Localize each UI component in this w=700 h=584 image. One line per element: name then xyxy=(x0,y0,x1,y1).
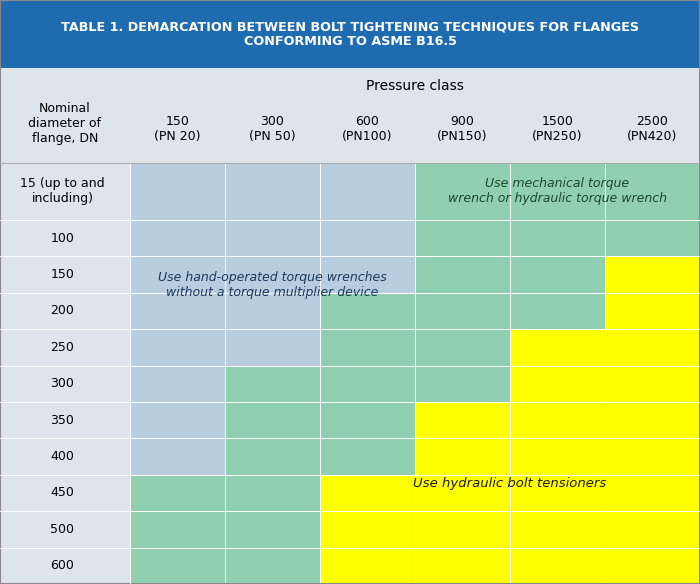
Bar xyxy=(320,439,415,475)
Bar xyxy=(510,256,605,293)
Bar xyxy=(320,511,415,548)
Text: Nominal
diameter of
flange, DN: Nominal diameter of flange, DN xyxy=(29,102,101,145)
Bar xyxy=(130,475,225,511)
Bar xyxy=(605,163,700,220)
Bar xyxy=(320,329,415,366)
Bar xyxy=(510,548,605,584)
Bar xyxy=(225,220,320,256)
Bar xyxy=(510,220,605,256)
Text: 350: 350 xyxy=(50,413,74,427)
Bar xyxy=(130,163,225,220)
Text: 300: 300 xyxy=(50,377,74,390)
Bar xyxy=(605,366,700,402)
Bar xyxy=(130,548,225,584)
Bar xyxy=(510,293,605,329)
Bar xyxy=(510,163,605,220)
Bar xyxy=(130,256,225,293)
Bar xyxy=(225,439,320,475)
Bar xyxy=(605,548,700,584)
Bar xyxy=(510,439,605,475)
Bar xyxy=(0,68,700,163)
Text: Use hand-operated torque wrenches
without a torque multiplier device: Use hand-operated torque wrenches withou… xyxy=(158,272,387,300)
Text: 400: 400 xyxy=(50,450,74,463)
Bar xyxy=(0,0,700,68)
Bar xyxy=(415,220,510,256)
Bar xyxy=(415,475,510,511)
Bar xyxy=(510,475,605,511)
Bar xyxy=(225,475,320,511)
Bar xyxy=(415,439,510,475)
Bar xyxy=(130,439,225,475)
Bar xyxy=(225,329,320,366)
Text: 600: 600 xyxy=(50,559,74,572)
Bar xyxy=(130,293,225,329)
Bar xyxy=(130,220,225,256)
Bar xyxy=(225,366,320,402)
Bar xyxy=(320,475,415,511)
Bar xyxy=(225,163,320,220)
Text: 500: 500 xyxy=(50,523,74,536)
Bar xyxy=(320,402,415,439)
Bar xyxy=(605,329,700,366)
Text: 600
(PN100): 600 (PN100) xyxy=(342,115,393,143)
Bar xyxy=(415,402,510,439)
Bar xyxy=(130,511,225,548)
Bar xyxy=(225,293,320,329)
Text: 150
(PN 20): 150 (PN 20) xyxy=(154,115,201,143)
Bar xyxy=(320,163,415,220)
Text: Use mechanical torque
wrench or hydraulic torque wrench: Use mechanical torque wrench or hydrauli… xyxy=(448,178,667,206)
Bar xyxy=(605,511,700,548)
Bar xyxy=(605,475,700,511)
Bar xyxy=(415,511,510,548)
Bar xyxy=(415,163,510,220)
Bar xyxy=(225,256,320,293)
Bar xyxy=(415,256,510,293)
Bar xyxy=(130,366,225,402)
Bar xyxy=(605,439,700,475)
Bar xyxy=(320,256,415,293)
Text: Use hydraulic bolt tensioners: Use hydraulic bolt tensioners xyxy=(414,477,607,491)
Bar xyxy=(415,293,510,329)
Bar xyxy=(225,511,320,548)
Bar xyxy=(0,163,130,584)
Bar xyxy=(605,256,700,293)
Bar xyxy=(415,548,510,584)
Bar xyxy=(415,329,510,366)
Bar xyxy=(320,366,415,402)
Bar xyxy=(510,329,605,366)
Bar xyxy=(510,366,605,402)
Text: 150: 150 xyxy=(50,268,74,281)
Bar xyxy=(605,293,700,329)
Text: 200: 200 xyxy=(50,304,74,317)
Bar xyxy=(320,293,415,329)
Text: 100: 100 xyxy=(50,231,74,245)
Text: Pressure class: Pressure class xyxy=(366,79,464,93)
Bar xyxy=(605,402,700,439)
Bar xyxy=(130,402,225,439)
Text: 300
(PN 50): 300 (PN 50) xyxy=(249,115,296,143)
Text: 900
(PN150): 900 (PN150) xyxy=(438,115,488,143)
Bar xyxy=(510,402,605,439)
Text: 250: 250 xyxy=(50,341,74,354)
Bar xyxy=(510,511,605,548)
Text: 1500
(PN250): 1500 (PN250) xyxy=(532,115,582,143)
Bar xyxy=(130,329,225,366)
Bar xyxy=(320,548,415,584)
Bar xyxy=(605,220,700,256)
Text: 2500
(PN420): 2500 (PN420) xyxy=(627,115,678,143)
Text: TABLE 1. DEMARCATION BETWEEN BOLT TIGHTENING TECHNIQUES FOR FLANGES
CONFORMING T: TABLE 1. DEMARCATION BETWEEN BOLT TIGHTE… xyxy=(61,20,639,48)
Text: 15 (up to and
including): 15 (up to and including) xyxy=(20,178,105,206)
Bar xyxy=(415,366,510,402)
Bar xyxy=(320,220,415,256)
Bar xyxy=(225,548,320,584)
Bar xyxy=(225,402,320,439)
Text: 450: 450 xyxy=(50,486,74,499)
